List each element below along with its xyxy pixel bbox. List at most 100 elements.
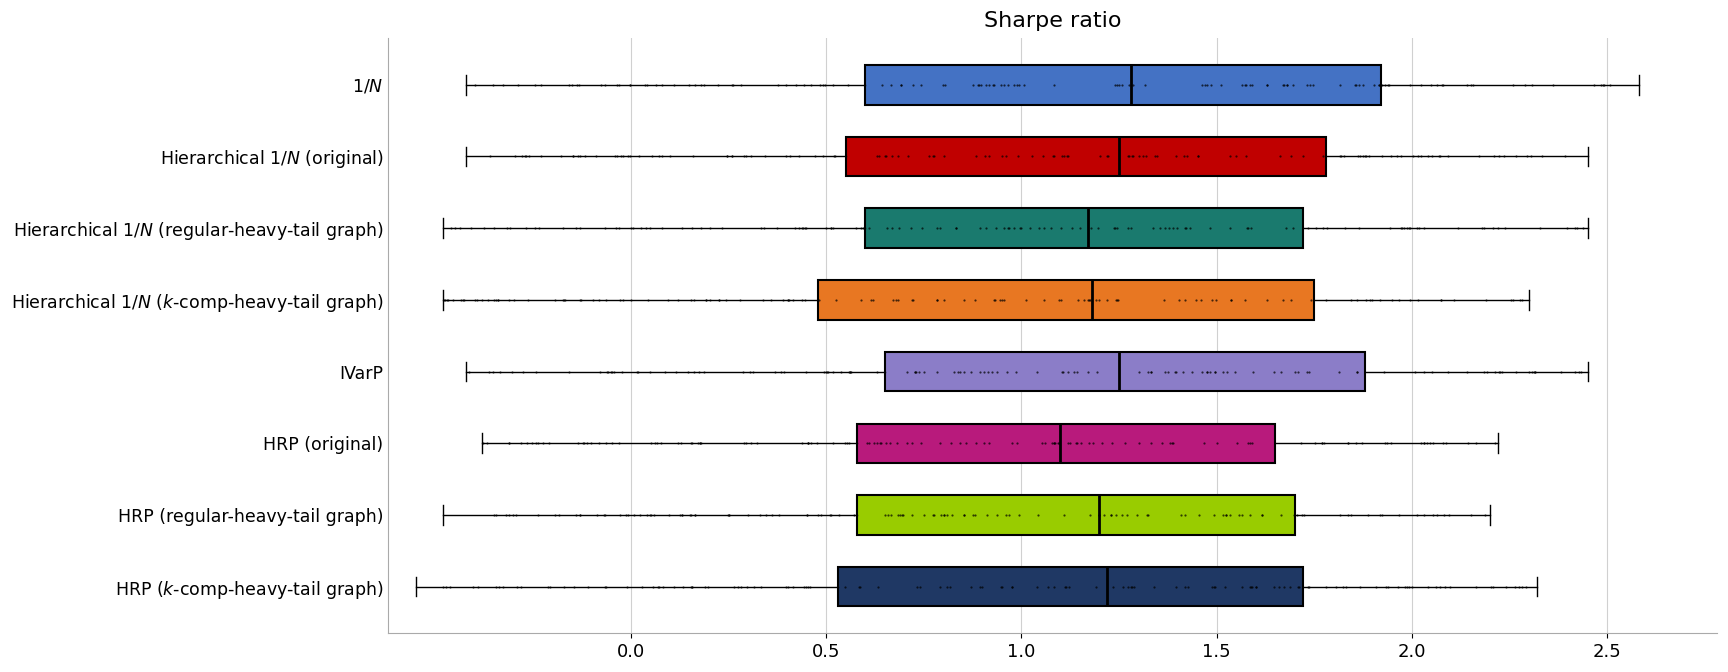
Point xyxy=(441,223,468,234)
Point xyxy=(430,294,458,305)
Point xyxy=(1196,223,1223,234)
Point xyxy=(1178,366,1206,377)
Point xyxy=(1522,366,1550,377)
Point xyxy=(473,294,501,305)
Point xyxy=(836,366,864,377)
Point xyxy=(1422,509,1450,520)
Point xyxy=(1343,366,1370,377)
Point xyxy=(1085,294,1113,305)
Point xyxy=(1343,438,1370,449)
Point xyxy=(563,509,591,520)
Point xyxy=(1375,223,1403,234)
Point xyxy=(715,509,743,520)
Point xyxy=(555,366,582,377)
Point xyxy=(1270,79,1298,90)
Point xyxy=(1016,223,1044,234)
Point xyxy=(496,438,524,449)
Point xyxy=(1032,438,1059,449)
Point xyxy=(1467,223,1495,234)
Point xyxy=(738,438,766,449)
Point xyxy=(1419,438,1446,449)
Point xyxy=(969,438,997,449)
Point xyxy=(921,509,949,520)
Point xyxy=(489,581,517,592)
Point xyxy=(1120,151,1147,162)
Point xyxy=(976,79,1004,90)
Point xyxy=(729,366,757,377)
Point xyxy=(1045,294,1073,305)
Point xyxy=(835,438,862,449)
Point xyxy=(1521,366,1548,377)
Point xyxy=(1232,151,1260,162)
Point xyxy=(997,581,1025,592)
Point xyxy=(518,438,546,449)
Point xyxy=(686,366,714,377)
Point xyxy=(1519,366,1547,377)
Point xyxy=(926,581,954,592)
Point xyxy=(1417,79,1445,90)
Point xyxy=(764,223,791,234)
Point xyxy=(1370,366,1398,377)
Point xyxy=(1275,581,1303,592)
Point xyxy=(980,294,1007,305)
Point xyxy=(626,151,653,162)
Point xyxy=(1547,366,1574,377)
Point xyxy=(1434,366,1462,377)
Point xyxy=(686,438,714,449)
Point xyxy=(994,79,1021,90)
Point xyxy=(990,79,1018,90)
Point xyxy=(772,151,800,162)
Point xyxy=(613,151,641,162)
Point xyxy=(791,294,819,305)
Point xyxy=(1236,79,1263,90)
Point xyxy=(1142,151,1170,162)
Point xyxy=(740,581,767,592)
Point xyxy=(463,294,491,305)
Point xyxy=(591,223,619,234)
Title: Sharpe ratio: Sharpe ratio xyxy=(983,11,1121,31)
Point xyxy=(480,223,508,234)
Point xyxy=(919,151,947,162)
Point xyxy=(570,151,598,162)
Point xyxy=(1218,294,1246,305)
Point xyxy=(930,79,957,90)
Point xyxy=(859,294,886,305)
Point xyxy=(876,438,904,449)
Point xyxy=(679,223,707,234)
Point xyxy=(511,223,539,234)
Point xyxy=(1427,294,1455,305)
Point xyxy=(769,294,797,305)
Point xyxy=(1192,366,1220,377)
Point xyxy=(1396,294,1424,305)
Point xyxy=(727,581,755,592)
Point xyxy=(926,438,954,449)
Point xyxy=(1398,581,1426,592)
Point xyxy=(620,509,648,520)
Point xyxy=(1377,438,1405,449)
Point xyxy=(1172,223,1199,234)
Point xyxy=(1191,438,1218,449)
Point xyxy=(962,438,990,449)
Point xyxy=(1075,438,1102,449)
Point xyxy=(797,79,824,90)
Point xyxy=(605,79,632,90)
Point xyxy=(983,509,1011,520)
Point xyxy=(1260,581,1287,592)
Point xyxy=(793,509,821,520)
Point xyxy=(893,366,921,377)
Point xyxy=(645,581,672,592)
Point xyxy=(582,151,610,162)
Point xyxy=(743,438,771,449)
Point xyxy=(610,151,638,162)
Point xyxy=(1253,79,1280,90)
Point xyxy=(634,294,662,305)
Point xyxy=(999,438,1026,449)
Point xyxy=(1253,79,1280,90)
Point xyxy=(923,294,950,305)
Point xyxy=(733,581,760,592)
Point xyxy=(534,581,562,592)
Point xyxy=(712,294,740,305)
Point xyxy=(873,151,900,162)
Point xyxy=(1172,581,1199,592)
Point xyxy=(864,366,892,377)
